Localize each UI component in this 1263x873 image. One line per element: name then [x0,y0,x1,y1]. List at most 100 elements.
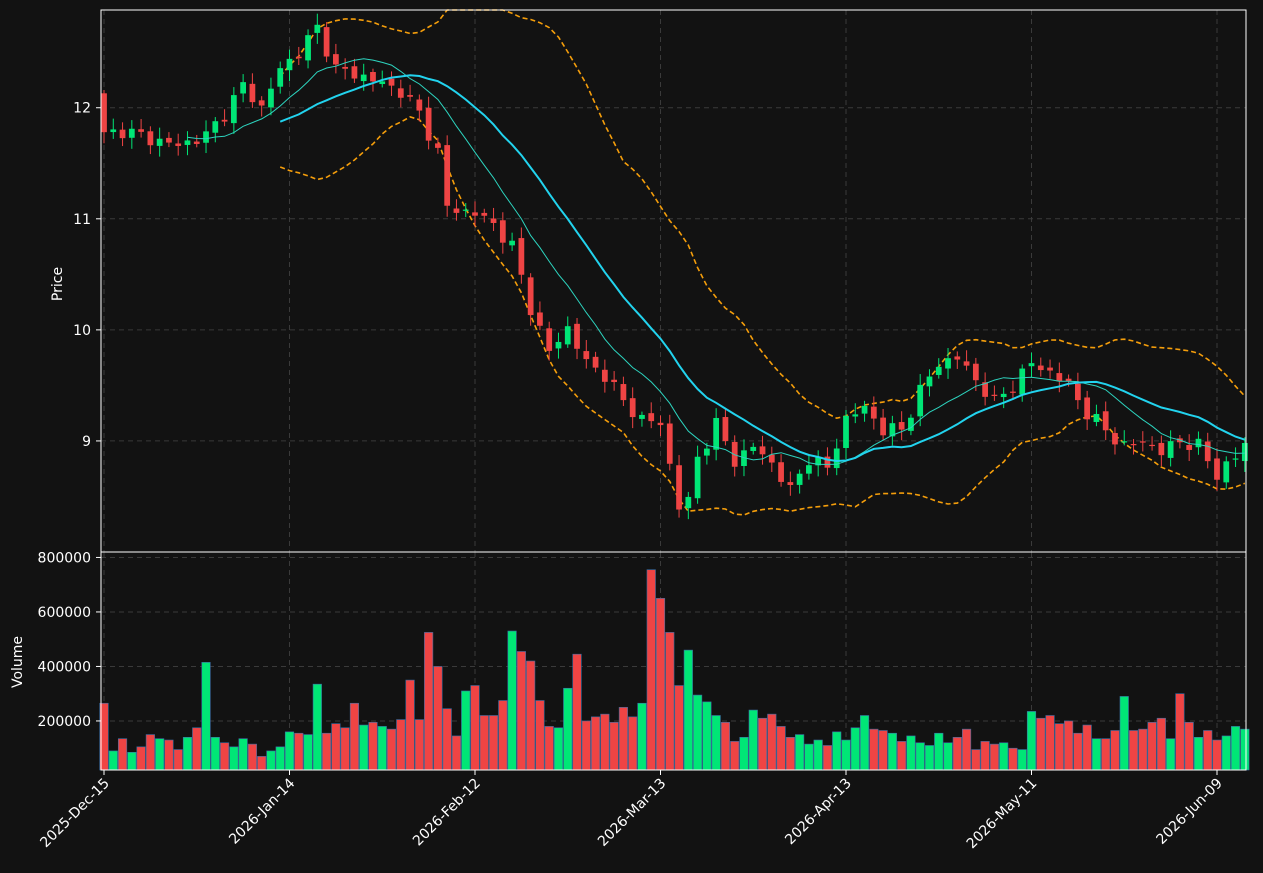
candle-body [722,417,729,442]
candle-body [1112,433,1118,445]
volume-bar [999,742,1009,771]
volume-bar [1045,715,1055,771]
candle-body [880,417,886,436]
candle-body [1204,441,1211,462]
candle [351,58,358,83]
candle-body [1186,445,1193,450]
candle-body [768,454,775,463]
candle-body [1158,442,1165,456]
candle [1195,431,1202,455]
candle-body [972,363,979,381]
candle [193,134,200,148]
volume-bar [683,649,693,771]
volume-bar [368,722,378,771]
candle [249,73,256,108]
volume-bar [544,726,554,771]
candle [332,43,339,74]
candle-body [509,240,515,246]
candle [546,321,553,361]
volume-bar [516,651,526,771]
candle-body [954,356,961,360]
volume-bar [451,735,462,771]
volume-bar [220,742,230,771]
candle [1241,437,1248,472]
volume-bar [238,738,248,771]
candle [101,89,107,144]
candle-body [1241,442,1248,462]
volume-bar [182,736,193,771]
candle [1047,359,1053,379]
candle-body [861,405,868,414]
candle [1186,434,1193,462]
volume-bar [859,715,870,771]
candle [666,414,673,471]
candle-body [221,119,228,122]
candle-body [815,456,822,466]
candle-body [787,482,794,485]
volume-bar [1147,722,1157,771]
candle-body [889,423,896,437]
candle-body [1010,391,1016,393]
volume-bar [757,717,768,771]
candle [1204,432,1211,469]
volume-bar [1156,717,1166,771]
volume-bar [952,736,962,771]
price-axis-label: Price [50,267,66,301]
candle-body [379,81,386,85]
candle [305,29,311,69]
price-ytick-label: 9 [82,434,91,450]
volume-bar [322,732,332,771]
candle-body [490,218,497,223]
candle [435,137,441,154]
volume-ytick-label: 400000 [38,659,91,675]
volume-bar [1203,730,1213,771]
candle-body [611,379,618,383]
candle-body [286,58,293,71]
candle-body [156,138,163,146]
candle-body [184,140,191,145]
candle-body [935,366,942,375]
volume-bar [924,745,935,771]
candle [796,469,803,494]
candle-body [1093,413,1100,423]
candle-body [601,369,608,382]
candle [843,410,849,460]
volume-panel-frame [100,551,1247,771]
candle-body [1232,458,1239,460]
candle [787,471,794,496]
candle-body [898,422,905,430]
candle [611,371,618,391]
price-ytick-label: 11 [73,212,91,228]
candle [768,446,775,472]
volume-bar [1240,728,1250,771]
volume-bar [284,731,295,771]
candle [184,131,191,156]
volume-bar [1073,732,1083,771]
candle [314,13,321,44]
candle [898,411,905,441]
volume-bar [878,730,888,771]
volume-bar [386,728,397,771]
volume-bar [591,716,601,771]
candle [657,415,664,437]
volume-bar [869,728,879,771]
candle-body [778,462,784,482]
candle-body [101,93,107,133]
candle [574,318,580,360]
volume-bar [600,713,610,771]
volume-bar [108,750,118,771]
candle [713,408,720,461]
volume-bar [767,713,777,771]
volume-bar [915,742,925,771]
candle [175,133,182,156]
candle [1130,439,1137,455]
volume-bar [340,727,350,771]
candle-body [407,95,413,97]
candle-body [657,422,664,426]
volume-bar [498,700,508,771]
bollinger-upper-line [279,9,1246,420]
candle [833,438,840,476]
candle [268,77,274,116]
candle-body [305,35,311,61]
candle-body [342,66,349,69]
